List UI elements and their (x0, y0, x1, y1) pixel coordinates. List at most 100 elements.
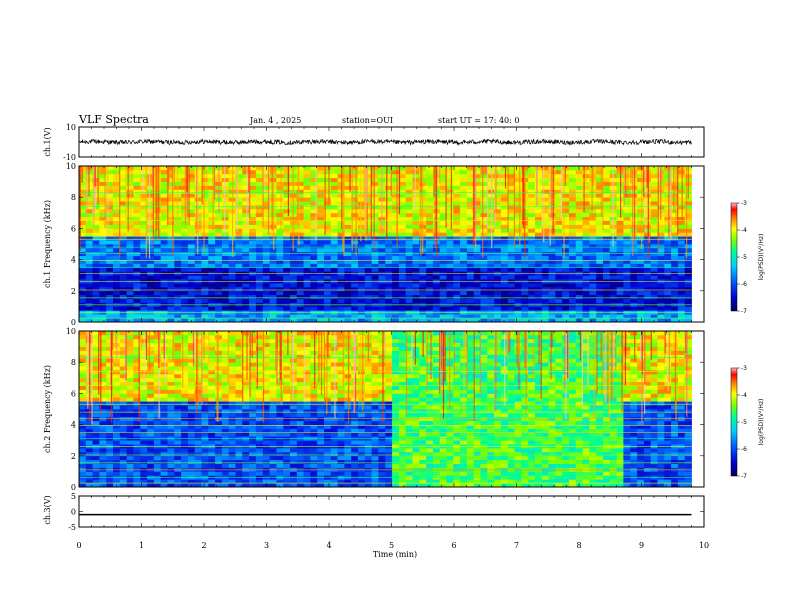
ch1-spectrogram-cell (398, 314, 407, 319)
ch1-spectrogram-cell (371, 189, 379, 194)
ch1-spectrogram-cell (385, 251, 393, 257)
ch1-spectrogram-cell (290, 275, 298, 280)
ch1-spectrogram-cell (358, 224, 366, 229)
ch1-spectrogram-cell (358, 166, 366, 171)
ch1-spectrogram-cell (507, 224, 515, 229)
ch2-spectrogram-cell (133, 463, 141, 468)
ch1-spectrogram-cell (249, 294, 257, 299)
ch1-spectrogram-cell (514, 220, 522, 225)
ch1-spectrogram-cell (276, 201, 284, 206)
ch2-spectrogram-cell (106, 451, 114, 457)
ch2-spectrogram-cell (228, 385, 236, 390)
ch1-spectrogram-cell (643, 216, 652, 221)
ch1-spectrogram-cell (330, 286, 338, 292)
ch1-spectrogram-burst (271, 166, 273, 231)
ch2-spectrogram-cell (181, 420, 189, 425)
start-time-label: start UT = 17: 40: 0 (438, 116, 519, 125)
ch2-spectrogram-cell (153, 471, 162, 476)
ch1-spectrogram-cell (113, 247, 121, 253)
ch1-spectrogram-cell (596, 294, 604, 299)
ch1-spectrogram-cell (535, 244, 543, 249)
ch2-spectrogram-cell (113, 428, 121, 433)
ch1-spectrogram-cell (283, 232, 291, 237)
ch1-spectrogram-cell (616, 232, 624, 237)
ch2-spectrogram-cell (174, 471, 182, 476)
ch1-spectrogram-cell (296, 247, 304, 253)
ch1-spectrogram-cell (630, 251, 638, 257)
ch1-spectrogram-cell (392, 212, 400, 218)
ch2-spectrogram-cell (215, 385, 223, 390)
ch1-spectrogram-cell (398, 201, 407, 206)
ch1-spectrogram-cell (575, 189, 583, 194)
ch2-spectrogram-cell (235, 362, 243, 367)
ch1-spectrogram-cell (296, 283, 304, 288)
ch1-spectrogram-cell (473, 263, 481, 268)
ch1-spectrogram-cell (487, 314, 495, 319)
ch2-spectrogram-cell (92, 381, 100, 386)
ch1-spectrogram-cell (208, 318, 216, 323)
ch1-spectrogram-cell (317, 173, 325, 179)
ch2-spectrogram-cell (99, 416, 107, 422)
ch1-spectrogram-cell (364, 181, 372, 186)
ch1-spectrogram-cell (317, 255, 325, 260)
ch1-spectrogram-cell (657, 286, 665, 292)
ch1-spectrogram-cell (174, 267, 182, 272)
ch1-spectrogram-cell (242, 177, 250, 182)
ch1-spectrogram-cell (643, 294, 652, 299)
ch1-spectrogram-cell (419, 306, 427, 311)
ch1-spectrogram-cell (119, 166, 127, 171)
ch1-spectrogram-cell (358, 177, 366, 182)
ch1-spectrogram-cell (283, 169, 291, 175)
ch2-spectrogram-cell (187, 397, 196, 402)
ch1-waveform-line (78, 138, 692, 146)
ch2-spectrogram-cell (126, 362, 134, 367)
ch1-spectrogram-burst (366, 166, 368, 203)
ch1-spectrogram-cell (664, 236, 672, 241)
ch1-spectrogram-cell (398, 181, 407, 186)
ch1-spectrogram-cell (174, 255, 182, 260)
ch2-spectrogram-cell (215, 350, 223, 355)
ch2-spectrogram-cell (106, 409, 114, 414)
ch1-spectrogram-burst (585, 166, 587, 184)
ch1-spectrogram-burst (564, 166, 566, 186)
ch2-spectrogram-cell (235, 346, 243, 351)
ch1-spectrogram-cell (643, 298, 652, 303)
ch2-spectrogram-cell (167, 424, 175, 429)
ch1-spectrogram-cell (589, 212, 597, 218)
ch1-spectrogram-cell (453, 212, 461, 218)
ch2-spectrogram-cell (187, 334, 196, 340)
ch2-spectrogram-cell (228, 459, 236, 464)
ch1-spectrogram-cell (453, 290, 461, 296)
ch1-spectrogram-cell (337, 263, 345, 268)
ch1-spectrogram-cell (671, 185, 679, 190)
ch1-spectrogram-cell (283, 201, 291, 206)
ch1-spectrogram-cell (500, 169, 509, 175)
ch2-spectrogram-cell (147, 342, 155, 347)
ch1-spectrogram-cell (303, 189, 311, 194)
ch2-spectrogram-cell (215, 448, 223, 453)
ch1-spectrogram-cell (276, 263, 284, 268)
ch2-spectrogram-cell (106, 362, 114, 367)
ch1-spectrogram-cell (167, 290, 175, 296)
ch1-spectrogram-cell (181, 240, 189, 245)
ch1-spectrogram-cell (500, 298, 509, 303)
ch2-spectrogram-cell (221, 381, 230, 386)
ch1-spectrogram-cell (535, 177, 543, 182)
ch1-spectrogram-cell (589, 314, 597, 319)
ch1-spectrogram-cell (426, 197, 434, 202)
ch2-spectrogram-cell (106, 366, 114, 371)
ch1-spectrogram-cell (664, 197, 672, 202)
ch1-spectrogram-cell (208, 314, 216, 319)
ch1-spectrogram-cell (215, 247, 223, 253)
ch1-spectrogram-cell (473, 232, 481, 237)
ch1-spectrogram-cell (494, 189, 502, 194)
ch2-spectrogram-cell (153, 338, 162, 344)
ch1-spectrogram-burst (623, 166, 625, 206)
ch1-spectrogram-cell (119, 290, 127, 296)
ch1-spectrogram-cell (473, 212, 481, 218)
ch1-spectrogram-cell (630, 236, 638, 241)
ch2-spectrogram-cell (119, 397, 127, 402)
ch2-spectrogram-cell (167, 331, 175, 336)
ch1-spectrogram-cell (249, 197, 257, 202)
ch1-spectrogram-cell (140, 286, 148, 292)
